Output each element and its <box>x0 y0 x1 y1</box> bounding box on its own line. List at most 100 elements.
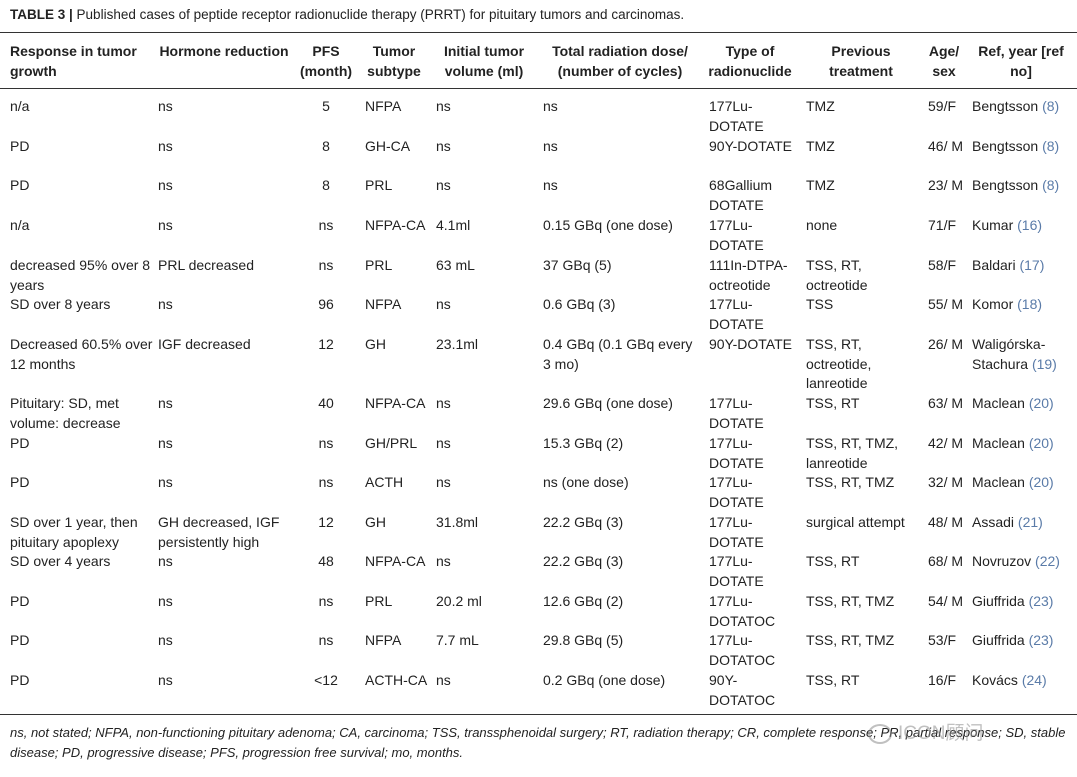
reference-number-link[interactable]: (18) <box>1017 296 1043 312</box>
table-cell-volume: ns <box>436 395 451 411</box>
reference-number-link[interactable]: (8) <box>1042 98 1060 114</box>
table-cell-response: PD <box>10 177 30 193</box>
table-cell-response: SD over 8 years <box>10 296 111 312</box>
table-cell-nuclide: 111In-DTPA-octreotide <box>709 257 788 293</box>
column-header: Initial tumor volume (ml) <box>443 43 525 79</box>
table-cell-ref: Novruzov (22) <box>972 552 1076 572</box>
reference-author: Giuffrida <box>972 593 1025 609</box>
table-cell-nuclide: 177Lu-DOTATE <box>709 98 764 134</box>
table-cell-pfs: ns <box>318 474 334 490</box>
reference-number-link[interactable]: (8) <box>1042 138 1060 154</box>
reference-number-link[interactable]: (22) <box>1035 553 1060 569</box>
table-caption-text: Published cases of peptide receptor radi… <box>76 7 685 22</box>
table-cell-dose: 0.2 GBq (one dose) <box>543 672 666 688</box>
table-cell-pfs: ns <box>318 632 334 648</box>
table-cell-volume: ns <box>436 98 451 114</box>
reference-number-link[interactable]: (20) <box>1028 474 1054 490</box>
reference-author: Waligórska-Stachura <box>972 336 1046 372</box>
table-cell-nuclide: 177Lu-DOTATE <box>709 514 764 550</box>
reference-number-link[interactable]: (17) <box>1019 257 1045 273</box>
table-cell-pfs: ns <box>318 435 334 451</box>
reference-number-link[interactable]: (23) <box>1028 593 1054 609</box>
table-cell-ref: Kumar (16) <box>972 216 1076 236</box>
table-cell-hormone: ns <box>158 296 173 312</box>
reference-number-link[interactable]: (8) <box>1042 177 1060 193</box>
reference-author: Komor <box>972 296 1014 312</box>
table-cell-previous: TSS, RT, TMZ <box>806 474 895 490</box>
table-cell-previous: TSS, RT <box>806 395 860 411</box>
table-cell-dose: 29.6 GBq (one dose) <box>543 395 673 411</box>
table-cell-age: 58/F <box>928 257 957 273</box>
table-cell-subtype: ACTH <box>365 474 404 490</box>
table-cell-age: 42/ M <box>928 435 964 451</box>
table-cell-dose: 12.6 GBq (2) <box>543 593 624 609</box>
table-cell-response: PD <box>10 474 30 490</box>
table-cell-dose: 0.15 GBq (one dose) <box>543 217 673 233</box>
table-cell-hormone: GH decreased, IGF persistently high <box>158 514 280 550</box>
table-cell-pfs: 96 <box>318 296 334 312</box>
column-header: Ref, year [ref no] <box>978 43 1064 79</box>
table-cell-subtype: ACTH-CA <box>365 672 428 688</box>
table-cell-ref: Assadi (21) <box>972 513 1076 533</box>
table-cell-hormone: ns <box>158 98 173 114</box>
table-cell-volume: 23.1ml <box>436 336 479 352</box>
table-cell-previous: none <box>806 217 838 233</box>
table-cell-age: 63/ M <box>928 395 964 411</box>
table-cell-volume: ns <box>436 435 451 451</box>
table-cell-hormone: ns <box>158 632 173 648</box>
table-cell-subtype: GH/PRL <box>365 435 418 451</box>
table-cell-dose: ns <box>543 138 558 154</box>
table-cell-age: 55/ M <box>928 296 964 312</box>
reference-author: Maclean <box>972 474 1025 490</box>
table-cell-volume: ns <box>436 672 451 688</box>
table-cell-response: n/a <box>10 217 30 233</box>
table-cell-previous: TSS, RT, TMZ, lanreotide <box>806 435 899 471</box>
wechat-icon <box>868 723 892 744</box>
table-cell-ref: Komor (18) <box>972 295 1076 315</box>
table-cell-pfs: 8 <box>322 138 330 154</box>
table-cell-pfs: 12 <box>318 514 334 530</box>
table-cell-volume: 63 mL <box>436 257 475 273</box>
table-cell-subtype: NFPA-CA <box>365 395 426 411</box>
table-cell-nuclide: 177Lu-DOTATE <box>709 435 764 471</box>
reference-number-link[interactable]: (20) <box>1028 435 1054 451</box>
table-cell-response: decreased 95% over 8 years <box>10 257 151 293</box>
table-cell-subtype: NFPA <box>365 296 402 312</box>
reference-author: Bengtsson <box>972 98 1039 114</box>
table-footnote: ns, not stated; NFPA, non-functioning pi… <box>10 725 1066 760</box>
table-label: TABLE 3 | <box>10 7 73 22</box>
table-cell-pfs: 5 <box>322 98 330 114</box>
table-cell-dose: 15.3 GBq (2) <box>543 435 624 451</box>
table-cell-ref: Bengtsson (8) <box>972 176 1076 196</box>
column-header: Tumor subtype <box>367 43 421 79</box>
table-cell-age: 68/ M <box>928 553 964 569</box>
reference-author: Novruzov <box>972 553 1032 569</box>
reference-number-link[interactable]: (20) <box>1028 395 1054 411</box>
table-cell-ref: Bengtsson (8) <box>972 137 1076 157</box>
table-cell-volume: 31.8ml <box>436 514 479 530</box>
table-cell-response: n/a <box>10 98 30 114</box>
table-cell-age: 71/F <box>928 217 957 233</box>
column-header: Response in tumor growth <box>10 43 137 79</box>
table-cell-previous: TSS, RT, octreotide, lanreotide <box>806 336 872 392</box>
reference-number-link[interactable]: (21) <box>1017 514 1043 530</box>
reference-number-link[interactable]: (24) <box>1021 672 1047 688</box>
reference-number-link[interactable]: (16) <box>1017 217 1043 233</box>
table-cell-dose: ns <box>543 98 558 114</box>
table-cell-response: PD <box>10 632 30 648</box>
column-header: Type of radionuclide <box>708 43 792 79</box>
table-cell-response: SD over 1 year, then pituitary apoplexy <box>10 514 138 550</box>
table-cell-previous: TMZ <box>806 177 835 193</box>
table-cell-previous: TSS <box>806 296 834 312</box>
table-cell-hormone: ns <box>158 474 173 490</box>
table-cell-age: 16/F <box>928 672 957 688</box>
table-cell-age: 48/ M <box>928 514 964 530</box>
reference-number-link[interactable]: (19) <box>1031 355 1057 372</box>
table-cell-pfs: ns <box>318 257 334 273</box>
reference-author: Bengtsson <box>972 138 1039 154</box>
table-cell-subtype: PRL <box>365 257 393 273</box>
reference-number-link[interactable]: (23) <box>1028 632 1054 648</box>
table-cell-volume: ns <box>436 177 451 193</box>
table-cell-response: PD <box>10 435 30 451</box>
table-cell-volume: ns <box>436 474 451 490</box>
